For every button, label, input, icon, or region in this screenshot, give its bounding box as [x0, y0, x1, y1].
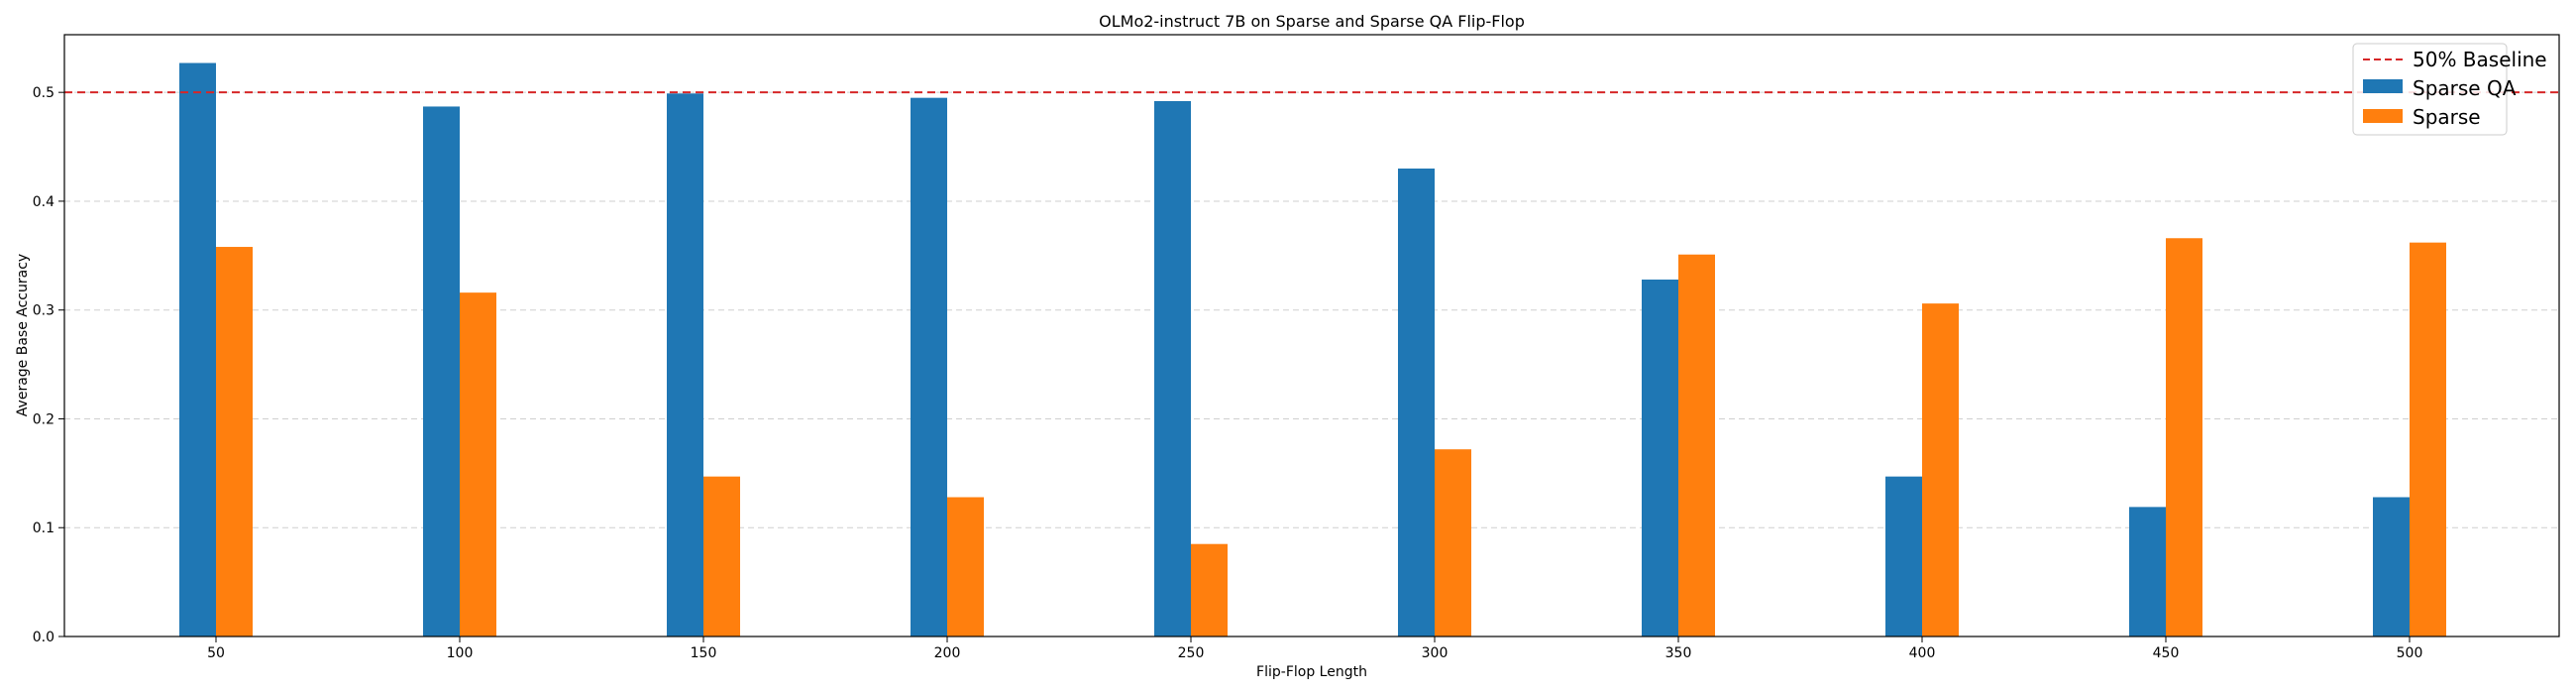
bar-sparse-50	[216, 247, 253, 636]
bar-sparse-qa-200	[911, 97, 947, 637]
legend-baseline-label: 50% Baseline	[2413, 48, 2547, 71]
bar-sparse-450	[2166, 238, 2202, 637]
bar-sparse-350	[1678, 254, 1715, 636]
bar-sparse-100	[460, 292, 496, 636]
bar-sparse-150	[703, 476, 740, 636]
bar-sparse-qa-500	[2373, 497, 2410, 636]
y-tick-label-2: 0.2	[33, 411, 54, 427]
y-axis-ticks: 0.0 0.1 0.2 0.3 0.4 0.5	[33, 85, 64, 645]
plot-frame	[63, 34, 2560, 637]
x-tick-label-500: 500	[2397, 645, 2423, 661]
y-tick-label-5: 0.5	[33, 85, 54, 101]
bar-sparse-250	[1191, 543, 1228, 636]
x-axis-label: Flip-Flop Length	[1256, 664, 1367, 680]
x-tick-label-50: 50	[207, 645, 225, 661]
y-tick-label-0: 0.0	[33, 630, 54, 645]
x-tick-label-400: 400	[1909, 645, 1936, 661]
bar-sparse-qa-450	[2129, 507, 2166, 636]
x-axis-ticks: 50 100 150 200 250 300 350 400 450 500	[207, 636, 2422, 661]
bar-sparse-qa-150	[667, 93, 703, 636]
chart-title: OLMo2-instruct 7B on Sparse and Sparse Q…	[1099, 12, 1525, 31]
bar-sparse-300	[1435, 449, 1471, 636]
bar-sparse-qa-100	[423, 106, 460, 637]
x-tick-label-250: 250	[1178, 645, 1205, 661]
legend-sparse-label: Sparse	[2413, 105, 2481, 129]
x-tick-label-100: 100	[447, 645, 474, 661]
bar-sparse-500	[2410, 242, 2446, 636]
legend-sparse-qa-swatch	[2363, 79, 2403, 93]
y-axis-label: Average Base Accuracy	[15, 254, 31, 416]
bar-sparse-qa-400	[1885, 476, 1922, 636]
x-tick-label-300: 300	[1422, 645, 1449, 661]
bar-sparse-400	[1922, 303, 1959, 636]
legend-sparse-qa-label: Sparse QA	[2413, 76, 2517, 100]
y-tick-label-1: 0.1	[33, 520, 54, 536]
y-tick-label-3: 0.3	[33, 303, 54, 319]
bar-sparse-200	[947, 497, 984, 636]
y-tick-label-4: 0.4	[33, 194, 54, 210]
legend: 50% Baseline Sparse QA Sparse	[2352, 43, 2547, 136]
legend-sparse-swatch	[2363, 109, 2403, 123]
x-tick-label-350: 350	[1665, 645, 1692, 661]
x-tick-label-450: 450	[2153, 645, 2180, 661]
bars	[179, 62, 2446, 637]
bar-sparse-qa-350	[1642, 279, 1678, 636]
x-tick-label-200: 200	[934, 645, 961, 661]
bar-sparse-qa-300	[1398, 169, 1435, 636]
x-tick-label-150: 150	[691, 645, 717, 661]
bar-sparse-qa-250	[1154, 100, 1191, 636]
bar-sparse-qa-50	[179, 62, 216, 636]
